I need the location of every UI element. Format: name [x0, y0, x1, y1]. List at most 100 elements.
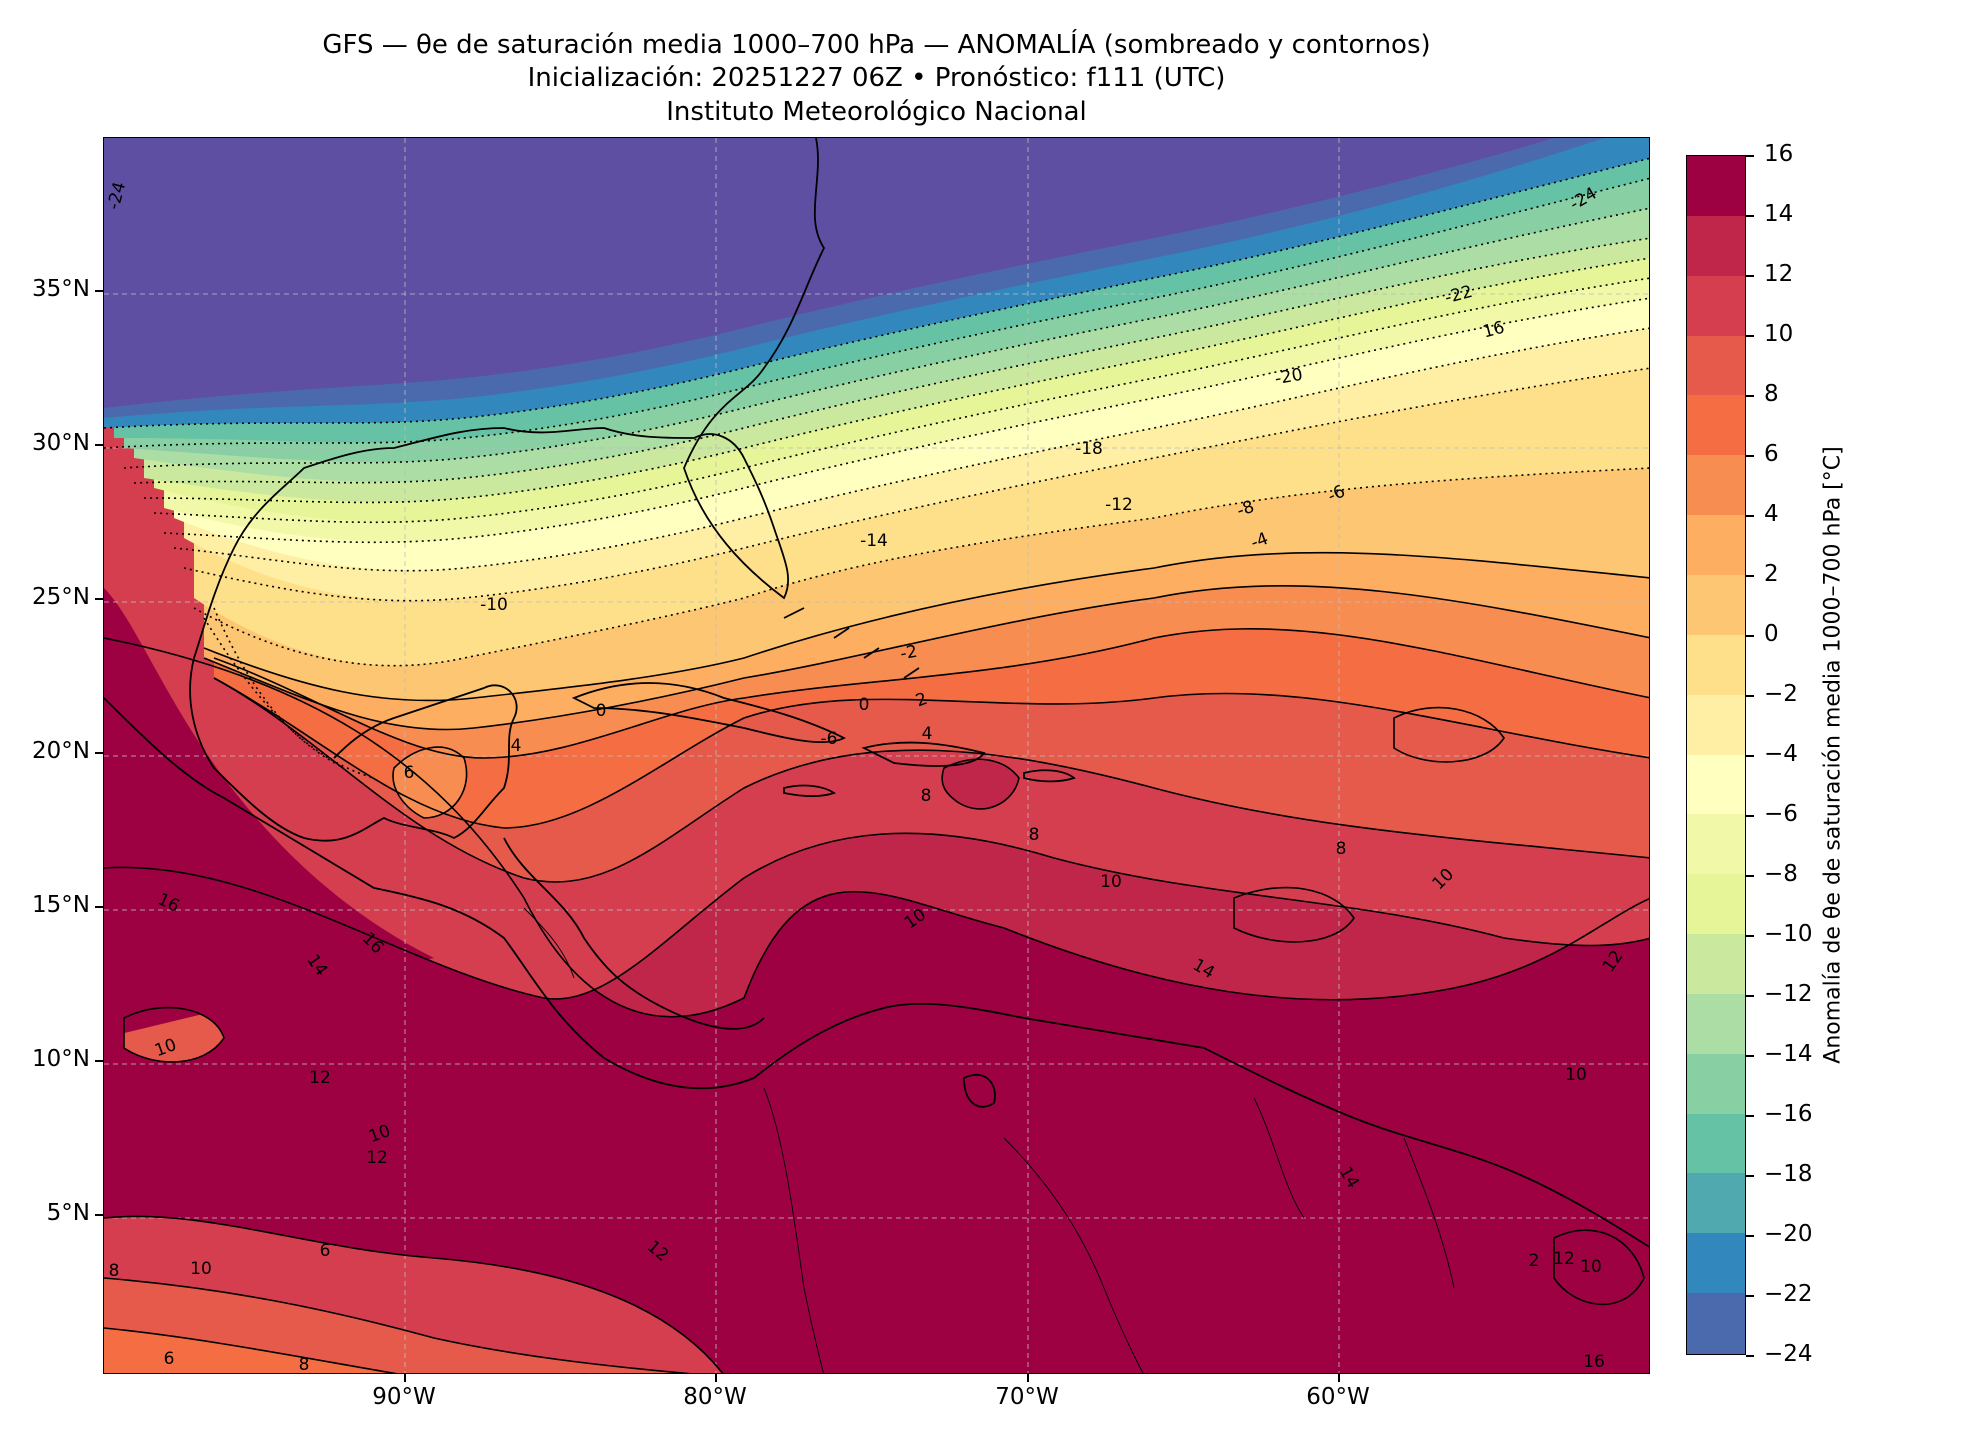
colorbar-swatch: [1687, 934, 1745, 995]
colorbar-tick: [1746, 1175, 1754, 1177]
lat-label: 5°N: [46, 1200, 90, 1226]
contour-label: -4: [1248, 529, 1271, 554]
contour-label: 12: [1553, 1249, 1575, 1269]
colorbar-tick: [1746, 335, 1754, 337]
contour-label: 8: [109, 1261, 120, 1281]
colorbar-tick-label: −16: [1764, 1101, 1813, 1127]
colorbar-tick: [1746, 575, 1754, 577]
colorbar-tick: [1746, 1055, 1754, 1057]
colorbar-swatch: [1687, 455, 1745, 517]
colorbar-swatch: [1687, 335, 1745, 397]
map-panel: -24 -24 -22 16 -20 -18 -6 -12 -8 -4 -14 -10 -2 2 0 0 4 -6…: [103, 137, 1650, 1374]
colorbar-swatch: [1687, 814, 1745, 876]
warm-pocket-yucatan: [393, 747, 467, 818]
colorbar-swatch: [1687, 156, 1745, 217]
colorbar-swatch: [1687, 1053, 1745, 1115]
colorbar-tick-label: 8: [1764, 381, 1779, 407]
graticule: [104, 138, 1649, 1373]
colorbar-tick-label: 16: [1764, 141, 1794, 167]
colorbar-swatch: [1687, 754, 1745, 816]
colorbar-swatch: [1687, 874, 1745, 936]
colorbar-swatch: [1687, 395, 1745, 457]
colorbar-swatch: [1687, 1113, 1745, 1175]
contour-label: 6: [404, 763, 415, 783]
colorbar-tick: [1746, 635, 1754, 637]
contour-label: 0: [596, 701, 607, 721]
colorbar-tick: [1746, 455, 1754, 457]
lon-tick: [715, 1374, 717, 1382]
contour-label: -8: [1234, 497, 1257, 522]
lon-tick: [404, 1374, 406, 1382]
lon-label: 90°W: [372, 1384, 436, 1410]
country-borders: [523, 907, 1455, 1373]
contour-label: -14: [860, 531, 888, 551]
colorbar-tick-label: −24: [1764, 1341, 1813, 1367]
colorbar-tick-label: 0: [1764, 621, 1779, 647]
chart-title-line2: Inicialización: 20251227 06Z • Pronóstic…: [527, 63, 1226, 93]
contour-label: 10: [1565, 1065, 1587, 1085]
colorbar-tick: [1746, 1295, 1754, 1297]
lat-label: 20°N: [32, 738, 90, 764]
colorbar-tick: [1746, 1115, 1754, 1117]
contour-label: 8: [299, 1355, 310, 1374]
contour-label: -12: [1105, 495, 1133, 515]
lat-label: 25°N: [32, 584, 90, 610]
contour-label: 6: [164, 1349, 175, 1369]
colorbar-swatch: [1687, 1233, 1745, 1295]
colorbar-tick-label: 6: [1764, 441, 1779, 467]
colorbar-swatch: [1687, 993, 1745, 1055]
colorbar-title: Anomalía de θe de saturación media 1000–…: [1820, 446, 1846, 1064]
contour-label: 4: [922, 724, 933, 744]
central-america-coast: [104, 697, 755, 1090]
contour-label: 8: [921, 786, 932, 806]
contour-label: 6: [320, 1241, 331, 1261]
cuba: [571, 682, 847, 744]
negative-contours: [104, 157, 1649, 779]
contour-label: 0: [859, 695, 870, 715]
lat-label: 35°N: [32, 276, 90, 302]
contour-label: 12: [366, 1148, 388, 1168]
coastlines: [104, 138, 1649, 1248]
colorbar-tick-label: −4: [1764, 741, 1798, 767]
colorbar-swatch: [1687, 1293, 1745, 1354]
lat-label: 10°N: [32, 1046, 90, 1072]
colorbar-tick-label: 4: [1764, 501, 1779, 527]
colorbar-tick-label: −14: [1764, 1041, 1813, 1067]
lon-tick: [1027, 1374, 1029, 1382]
colorbar-tick-label: −18: [1764, 1161, 1813, 1187]
hot-west-coast: [104, 588, 434, 1038]
colorbar-swatch: [1687, 275, 1745, 337]
contour-label: 8: [1029, 825, 1040, 845]
contour-label: -6: [1325, 481, 1349, 506]
mexico-gulf-coast: [189, 657, 518, 842]
lat-tick: [95, 1060, 103, 1062]
contour-label: -20: [1273, 365, 1304, 390]
central-america-caribbean: [503, 837, 765, 1030]
lat-tick: [95, 290, 103, 292]
contour-label: -2: [899, 642, 919, 665]
colorbar-swatch: [1687, 1173, 1745, 1235]
contour-label: 4: [511, 736, 522, 756]
lat-tick: [95, 598, 103, 600]
colorbar-swatch: [1687, 215, 1745, 277]
colorbar-tick-label: −6: [1764, 801, 1798, 827]
colorbar-tick-label: 14: [1764, 201, 1794, 227]
lon-label: 70°W: [995, 1384, 1059, 1410]
south-america-north-coast: [753, 1003, 1649, 1248]
colorbar-tick: [1746, 215, 1754, 217]
colorbar-tick-label: −8: [1764, 861, 1798, 887]
lat-label: 15°N: [32, 892, 90, 918]
lat-tick: [95, 1214, 103, 1216]
colorbar-swatch: [1687, 574, 1745, 636]
contour-label: 2: [1529, 1251, 1540, 1271]
band-m24: [104, 138, 1554, 408]
colorbar-tick: [1746, 875, 1754, 877]
contour-label: 16: [1583, 1352, 1605, 1372]
lat-tick: [95, 444, 103, 446]
colorbar-tick: [1746, 1235, 1754, 1237]
contour-label: 10: [1580, 1257, 1602, 1277]
us-east-coast: [193, 138, 826, 659]
colorbar-tick-label: −20: [1764, 1221, 1813, 1247]
hispaniola: [861, 741, 986, 767]
colorbar-tick: [1746, 155, 1754, 157]
